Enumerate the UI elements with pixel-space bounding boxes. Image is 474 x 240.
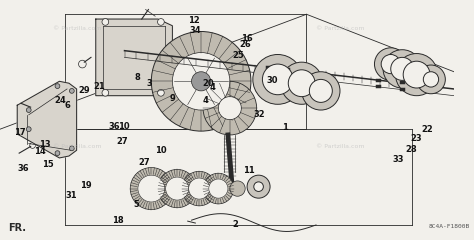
- Circle shape: [310, 79, 332, 102]
- Circle shape: [102, 90, 109, 96]
- Circle shape: [27, 108, 31, 112]
- Circle shape: [203, 173, 234, 204]
- Text: 6: 6: [64, 101, 70, 110]
- Circle shape: [30, 143, 36, 148]
- Text: 27: 27: [117, 137, 128, 146]
- Circle shape: [102, 18, 109, 25]
- Circle shape: [27, 127, 31, 132]
- Text: 19: 19: [81, 181, 92, 190]
- Circle shape: [467, 132, 474, 212]
- Text: 23: 23: [410, 134, 422, 143]
- Circle shape: [253, 54, 302, 104]
- Text: 2: 2: [232, 220, 238, 229]
- Text: 29: 29: [78, 86, 90, 95]
- Text: 33: 33: [393, 155, 404, 164]
- Text: 10: 10: [155, 146, 166, 155]
- Text: 22: 22: [422, 126, 434, 134]
- Polygon shape: [17, 81, 77, 158]
- Polygon shape: [96, 19, 173, 96]
- Text: 16: 16: [241, 34, 252, 43]
- Text: 14: 14: [34, 147, 46, 156]
- Text: © Partzilla.com: © Partzilla.com: [316, 26, 365, 31]
- Circle shape: [55, 151, 60, 156]
- Circle shape: [301, 72, 340, 110]
- Circle shape: [391, 57, 414, 80]
- Circle shape: [281, 62, 323, 104]
- Text: 30: 30: [266, 76, 278, 84]
- Text: 8C4A-F1800B: 8C4A-F1800B: [429, 224, 470, 229]
- Circle shape: [395, 54, 438, 96]
- Circle shape: [31, 105, 36, 111]
- Text: 36: 36: [18, 164, 29, 173]
- Text: 31: 31: [66, 191, 78, 200]
- Text: 25: 25: [232, 51, 244, 60]
- Text: 15: 15: [42, 160, 54, 169]
- Circle shape: [473, 160, 474, 194]
- Circle shape: [381, 54, 401, 74]
- Text: 13: 13: [39, 140, 50, 150]
- Circle shape: [69, 146, 74, 151]
- Circle shape: [69, 89, 74, 93]
- Text: © Partzilla.com: © Partzilla.com: [53, 144, 101, 149]
- Circle shape: [423, 72, 438, 87]
- Circle shape: [455, 120, 474, 225]
- Text: 21: 21: [93, 83, 105, 91]
- Circle shape: [203, 81, 256, 135]
- Circle shape: [157, 18, 164, 25]
- Circle shape: [383, 50, 421, 88]
- Circle shape: [151, 31, 251, 131]
- Text: 1: 1: [282, 123, 288, 132]
- Circle shape: [166, 177, 189, 200]
- Text: 11: 11: [243, 166, 255, 175]
- Text: 10: 10: [118, 122, 129, 131]
- Text: 17: 17: [14, 128, 26, 137]
- Text: 9: 9: [170, 94, 175, 103]
- Circle shape: [247, 175, 270, 198]
- Text: 20: 20: [202, 79, 214, 88]
- Text: © Partzilla.com: © Partzilla.com: [316, 144, 365, 149]
- Text: 36: 36: [109, 122, 120, 131]
- Circle shape: [460, 169, 465, 175]
- Circle shape: [254, 182, 264, 192]
- Text: 3: 3: [147, 79, 153, 89]
- Text: 27: 27: [138, 158, 150, 167]
- Text: 32: 32: [254, 110, 265, 119]
- Circle shape: [158, 169, 196, 208]
- Text: © Partzilla.com: © Partzilla.com: [53, 26, 101, 31]
- Circle shape: [182, 171, 217, 206]
- Text: 4: 4: [210, 83, 215, 92]
- Text: 18: 18: [112, 216, 124, 225]
- Circle shape: [55, 84, 60, 89]
- Text: 24: 24: [54, 96, 66, 105]
- Circle shape: [157, 90, 164, 96]
- Text: 34: 34: [190, 26, 201, 35]
- Circle shape: [191, 72, 211, 91]
- Circle shape: [209, 179, 228, 198]
- Circle shape: [263, 64, 293, 95]
- Text: 26: 26: [239, 40, 251, 49]
- Text: 28: 28: [405, 144, 417, 154]
- Text: FR.: FR.: [8, 223, 26, 233]
- Circle shape: [288, 70, 315, 97]
- Circle shape: [189, 178, 210, 199]
- Text: 5: 5: [133, 200, 139, 209]
- Text: 4: 4: [202, 96, 208, 105]
- Circle shape: [130, 168, 173, 210]
- Circle shape: [79, 60, 86, 68]
- Text: 8: 8: [134, 72, 140, 82]
- Circle shape: [374, 48, 407, 80]
- Circle shape: [138, 175, 165, 202]
- Text: 12: 12: [189, 16, 200, 25]
- Circle shape: [230, 181, 245, 196]
- Circle shape: [417, 65, 446, 94]
- Circle shape: [403, 61, 430, 88]
- Circle shape: [219, 97, 241, 120]
- Circle shape: [173, 53, 230, 110]
